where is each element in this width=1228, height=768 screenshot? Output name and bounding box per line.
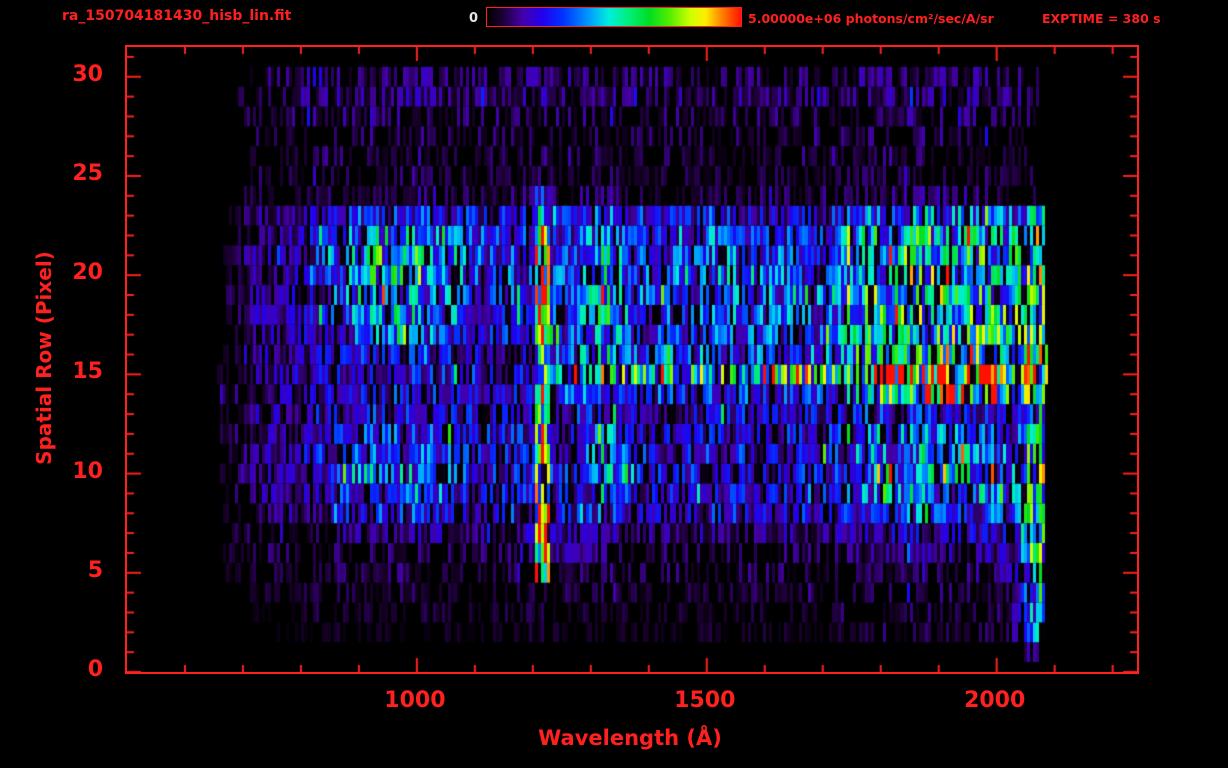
colorbar-gradient <box>486 7 742 27</box>
x-axis-title: Wavelength (Å) <box>538 726 722 750</box>
y-tick-label: 0 <box>87 657 103 682</box>
x-tick-label: 1500 <box>674 688 736 713</box>
y-tick-label: 15 <box>72 359 103 385</box>
x-tick-label: 1000 <box>384 688 446 713</box>
y-tick-label: 20 <box>72 260 103 286</box>
y-tick-label: 25 <box>72 160 103 186</box>
x-tick-label: 2000 <box>964 688 1026 713</box>
colorbar-min-label: 0 <box>468 11 478 26</box>
exptime-label: EXPTIME = 380 s <box>1042 11 1161 26</box>
file-title: ra_150704181430_hisb_lin.fit <box>62 8 292 24</box>
y-tick-label: 5 <box>87 557 103 583</box>
y-tick-label: 30 <box>72 61 103 87</box>
heatmap-canvas <box>127 47 1137 672</box>
plot-frame <box>125 45 1139 674</box>
y-axis-title: Spatial Row (Pixel) <box>32 251 56 465</box>
y-tick-label: 10 <box>72 458 103 484</box>
colorbar-max-label: 5.00000e+06 photons/cm²/sec/A/sr <box>748 11 994 26</box>
